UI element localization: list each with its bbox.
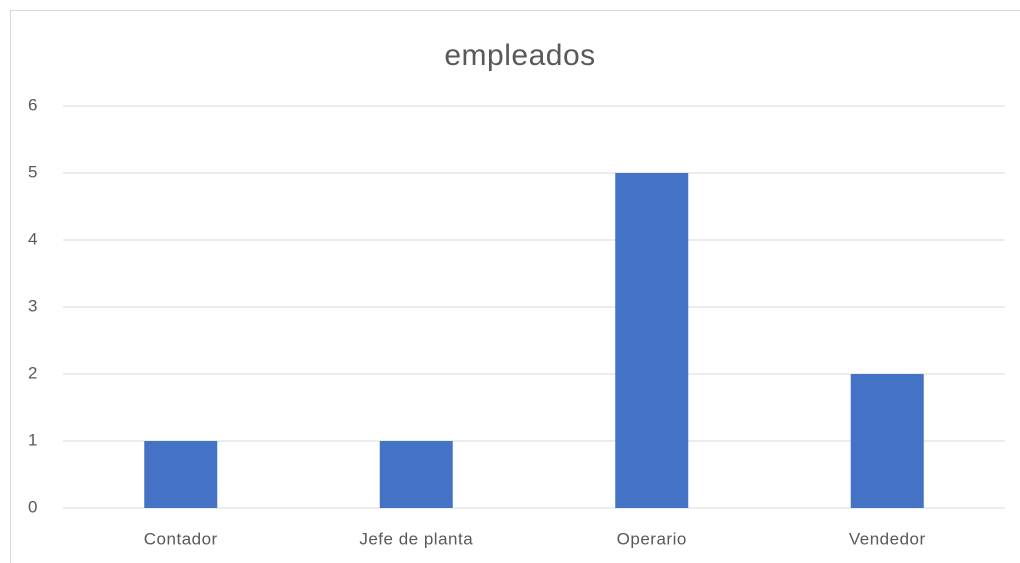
x-tick-label: Jefe de planta <box>359 529 473 548</box>
y-tick-label: 6 <box>28 95 38 114</box>
y-tick-label: 0 <box>28 497 38 516</box>
chart-title: empleados <box>444 39 595 72</box>
y-tick-label: 4 <box>28 229 38 248</box>
y-tick-label: 1 <box>28 430 38 449</box>
x-tick-label: Contador <box>144 529 218 548</box>
bar <box>615 173 689 508</box>
x-tick-label: Vendedor <box>849 529 926 548</box>
bar <box>379 441 453 508</box>
bar <box>850 374 924 508</box>
y-tick-label: 2 <box>28 363 38 382</box>
y-tick-label: 5 <box>28 162 38 181</box>
bar <box>144 441 218 508</box>
x-tick-label: Operario <box>617 529 687 548</box>
y-tick-label: 3 <box>28 296 38 315</box>
